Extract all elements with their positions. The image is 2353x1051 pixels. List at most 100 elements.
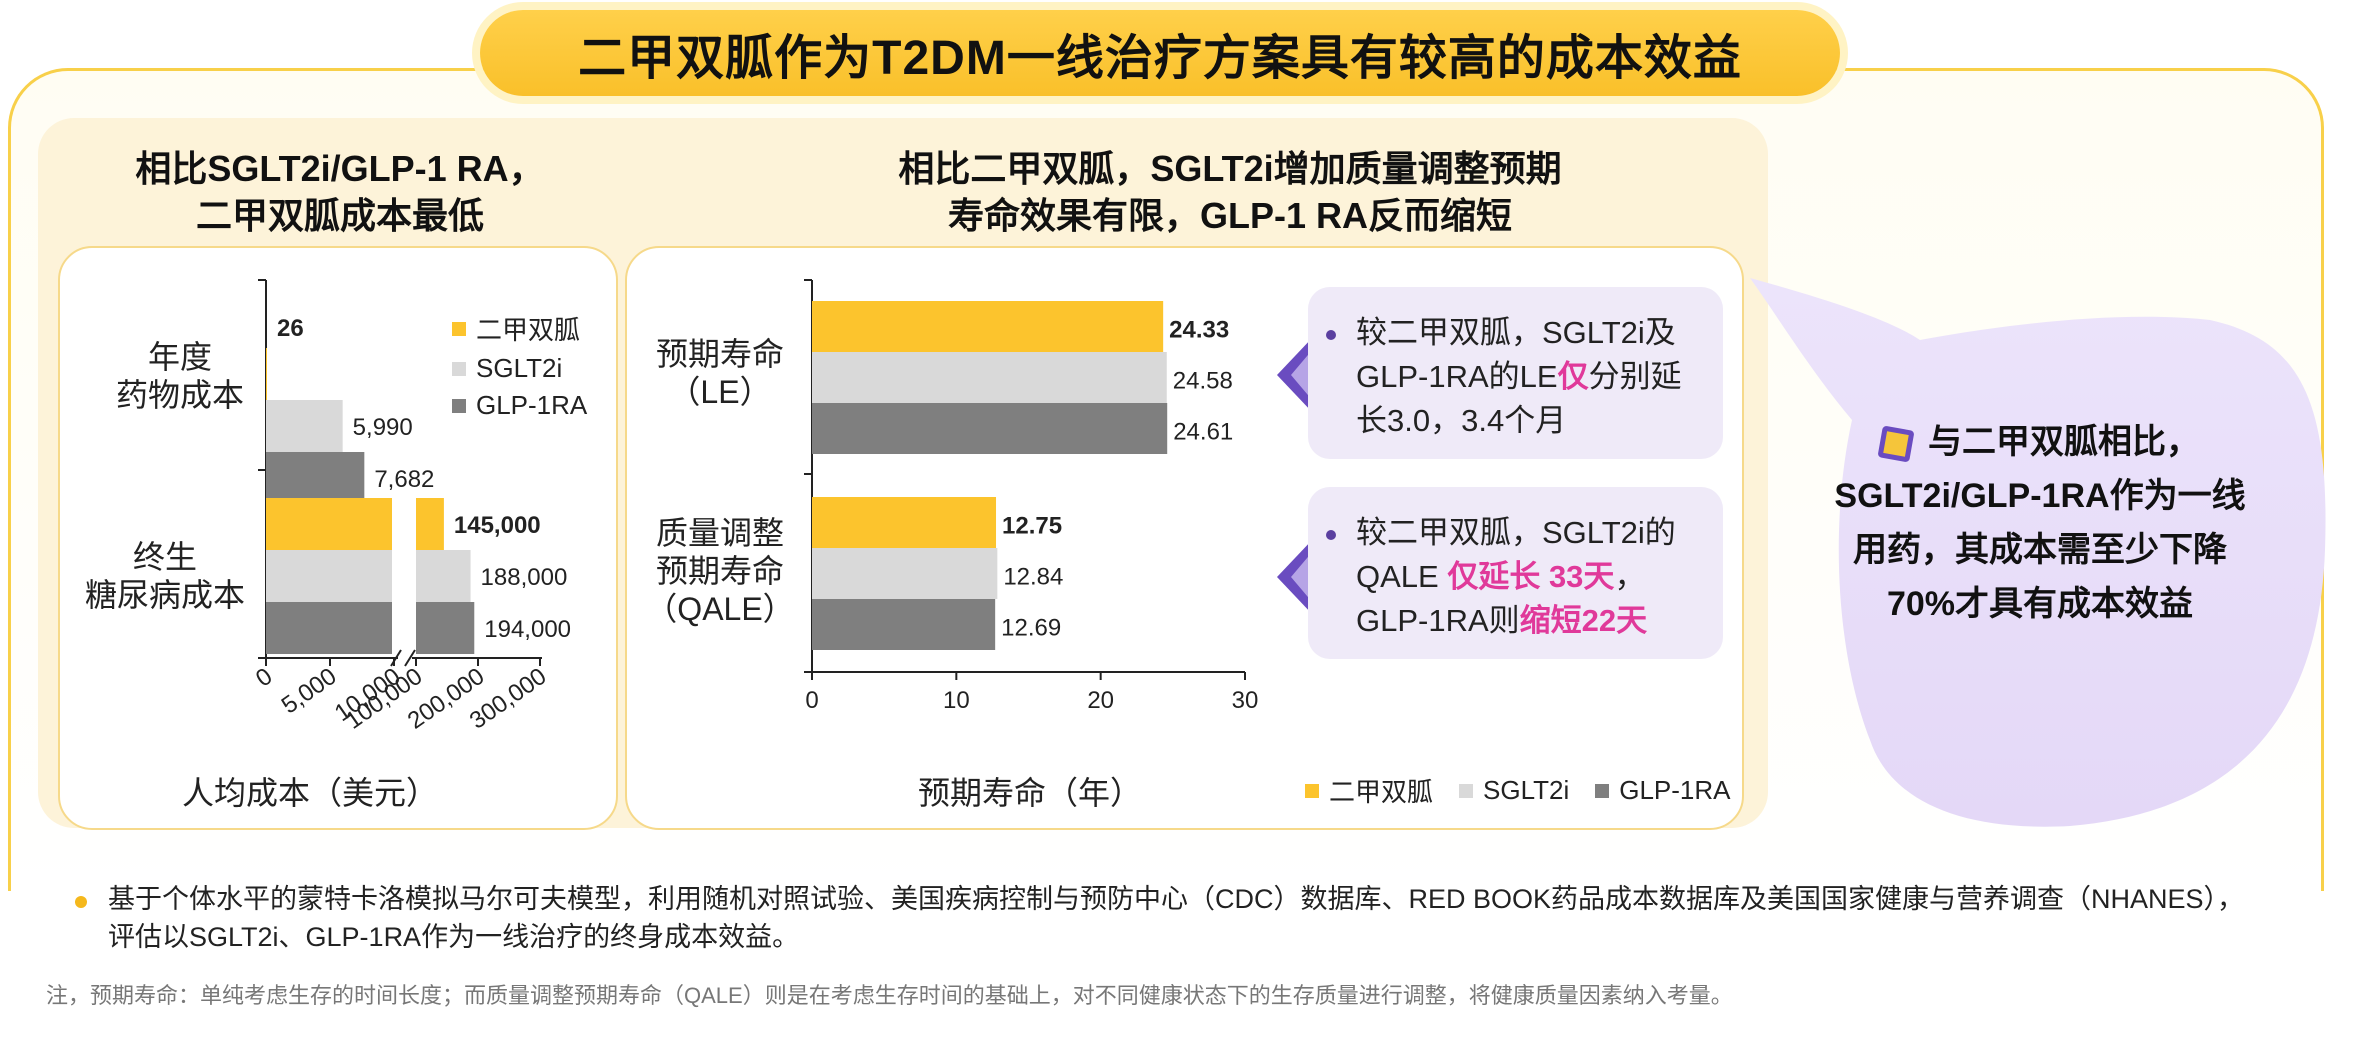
callout2-arrow-icon <box>1277 539 1313 615</box>
bar-lifetime-glp1ra-seg2 <box>416 602 475 654</box>
legend-swatch <box>1459 783 1474 798</box>
conclusion-text: 与二甲双胍相比， SGLT2i/GLP-1RA作为一线 用药，其成本需至少下降 … <box>1770 415 2310 631</box>
callout-qale-line1: 较二甲双胍，SGLT2i的 <box>1356 515 1676 550</box>
legend-swatch <box>452 361 466 376</box>
life-tick-labels: 0 10 20 30 <box>805 687 1258 714</box>
cost-value-labels: 26 5,990 7,682 145,000 188,000 194,000 <box>277 315 571 643</box>
footnote-line2: 评估以SGLT2i、GLP-1RA作为一线治疗的终身成本效益。 <box>108 922 800 952</box>
cost-category-lifetime: 终生 糖尿病成本 <box>70 538 260 614</box>
callout-qale-part2: QALE <box>1356 559 1448 594</box>
cost-category-annual-line2: 药物成本 <box>115 377 244 413</box>
callout-qale-highlight2: 缩短22天 <box>1519 603 1648 638</box>
life-x-axis-title: 预期寿命（年） <box>917 775 1142 811</box>
conclusion-bubble <box>1750 278 2326 827</box>
footnote: 基于个体水平的蒙特卡洛模拟马尔可夫模型，利用随机对照试验、美国疾病控制与预防中心… <box>108 880 2338 956</box>
bar-annual-glp1ra <box>266 452 365 504</box>
bar-lifetime-sglt2i-seg1 <box>266 550 392 602</box>
life-category-qale-line3: （QALE） <box>645 591 795 627</box>
conclusion-bullet-icon <box>1877 425 1915 463</box>
legend-swatch <box>1595 783 1610 798</box>
callout-le-part3: 分别延 <box>1588 359 1682 394</box>
bar-lifetime-metformin-seg2 <box>416 498 444 550</box>
bar-qale-metformin <box>812 497 997 548</box>
footnote-line1: 基于个体水平的蒙特卡洛模拟马尔可夫模型，利用随机对照试验、美国疾病控制与预防中心… <box>108 884 2245 914</box>
callout-le: 较二甲双胍，SGLT2i及 GLP-1RA的LE仅分别延 长3.0，3.4个月 <box>1308 287 1723 459</box>
axis-break-mark <box>404 649 416 667</box>
value-label-annual-glp1ra: 7,682 <box>374 466 434 493</box>
life-legend-metformin: 二甲双胍 <box>1305 772 1433 809</box>
cost-x-axis-title: 人均成本（美元） <box>181 775 438 811</box>
life-legend-sglt2i: SGLT2i <box>1459 772 1569 809</box>
life-category-qale-line2: 预期寿命 <box>655 553 784 589</box>
bar-le-glp1ra <box>812 403 1168 454</box>
life-value-labels: 24.33 12.75 24.58 12.84 24.61 12.69 <box>1001 317 1233 642</box>
value-label-lifetime-glp1ra: 194,000 <box>484 616 571 643</box>
callout-qale-highlight1: 仅延长 33天 <box>1447 559 1615 594</box>
life-category-le: 预期寿命 （LE） <box>640 335 800 411</box>
conclusion-line3: 用药，其成本需至少下降 <box>1853 531 2227 569</box>
callout1-arrow-icon <box>1277 337 1313 413</box>
bar-qale-sglt2i <box>812 548 998 599</box>
value-label-le-metformin: 24.33 <box>1169 317 1229 344</box>
bar-lifetime-metformin-seg1 <box>266 498 392 550</box>
definition-note: 注，预期寿命：单纯考虑生存的时间长度；而质量调整预期寿命（QALE）则是在考虑生… <box>46 983 1733 1008</box>
life-bars <box>812 301 1168 650</box>
life-legend-sglt2i-label: SGLT2i <box>1483 775 1570 805</box>
life-category-qale: 质量调整 预期寿命 （QALE） <box>640 514 800 628</box>
life-category-qale-line1: 质量调整 <box>655 515 784 551</box>
cost-legend-sglt2i-label: SGLT2i <box>476 353 563 383</box>
callout-le-part2: GLP-1RA的LE <box>1356 359 1558 394</box>
conclusion-line4: 70%才具有成本效益 <box>1886 585 2194 623</box>
callout-le-line1: 较二甲双胍，SGLT2i及 <box>1356 315 1676 350</box>
left-heading: 相比SGLT2i/GLP-1 RA， 二甲双胍成本最低 <box>60 145 620 239</box>
cost-legend-glp1ra-label: GLP-1RA <box>476 390 588 420</box>
cost-category-annual: 年度 药物成本 <box>100 338 260 414</box>
bar-qale-glp1ra <box>812 599 996 650</box>
value-label-le-sglt2i: 24.58 <box>1173 368 1233 395</box>
callout-le-highlight: 仅 <box>1557 359 1589 394</box>
bar-lifetime-sglt2i-seg2 <box>416 550 471 602</box>
value-label-qale-sglt2i: 12.84 <box>1003 564 1063 591</box>
callout-qale: 较二甲双胍，SGLT2i的 QALE 仅延长 33天， GLP-1RA则缩短22… <box>1308 487 1723 659</box>
cost-category-lifetime-line1: 终生 <box>132 539 197 575</box>
value-label-le-glp1ra: 24.61 <box>1173 419 1233 446</box>
cost-legend-metformin: 二甲双胍 <box>452 310 587 347</box>
mid-heading: 相比二甲双胍，SGLT2i增加质量调整预期 寿命效果有限，GLP-1 RA反而缩… <box>700 145 1760 239</box>
callout-qale-part3: ， <box>1614 559 1646 594</box>
bar-le-metformin <box>812 301 1164 352</box>
footnote-bullet-icon <box>75 896 87 908</box>
value-label-annual-metformin: 26 <box>277 315 304 342</box>
life-tick-label: 20 <box>1087 687 1114 714</box>
life-tick-label: 0 <box>805 687 818 714</box>
mid-heading-line2: 寿命效果有限，GLP-1 RA反而缩短 <box>947 195 1512 236</box>
value-label-lifetime-sglt2i: 188,000 <box>481 564 568 591</box>
cost-category-annual-line1: 年度 <box>147 339 212 375</box>
life-legend-glp1ra: GLP-1RA <box>1595 772 1731 809</box>
cost-category-lifetime-line2: 糖尿病成本 <box>84 577 245 613</box>
mid-heading-line1: 相比二甲双胍，SGLT2i增加质量调整预期 <box>898 148 1562 189</box>
cost-legend-glp1ra: GLP-1RA <box>452 390 587 421</box>
life-chart: 24.33 12.75 24.58 12.84 24.61 12.69 0 10 20 30 <box>804 279 1258 714</box>
value-label-annual-sglt2i: 5,990 <box>353 414 413 441</box>
bullet-icon <box>1326 529 1336 540</box>
callout-le-line3: 长3.0，3.4个月 <box>1356 403 1567 438</box>
cost-legend-sglt2i: SGLT2i <box>452 353 587 384</box>
legend-swatch <box>1305 783 1319 798</box>
conclusion-line1: 与二甲双胍相比， <box>1928 423 2200 461</box>
axis-break-mark <box>390 649 402 667</box>
life-legend: 二甲双胍 SGLT2i GLP-1RA <box>1305 772 1731 809</box>
life-category-le-line2: （LE） <box>668 374 772 410</box>
left-heading-line2: 二甲双胍成本最低 <box>195 195 484 236</box>
life-category-le-line1: 预期寿命 <box>655 336 784 372</box>
bar-lifetime-glp1ra-seg1 <box>266 602 392 654</box>
legend-swatch <box>452 321 466 336</box>
legend-swatch <box>452 398 466 413</box>
bar-le-sglt2i <box>812 352 1167 403</box>
callout-qale-part4: GLP-1RA则 <box>1356 603 1520 638</box>
bullet-icon <box>1326 329 1336 340</box>
life-legend-metformin-label: 二甲双胍 <box>1329 777 1434 807</box>
value-label-qale-metformin: 12.75 <box>1002 513 1062 540</box>
bar-annual-sglt2i <box>266 400 343 452</box>
left-heading-line1: 相比SGLT2i/GLP-1 RA， <box>135 148 545 189</box>
